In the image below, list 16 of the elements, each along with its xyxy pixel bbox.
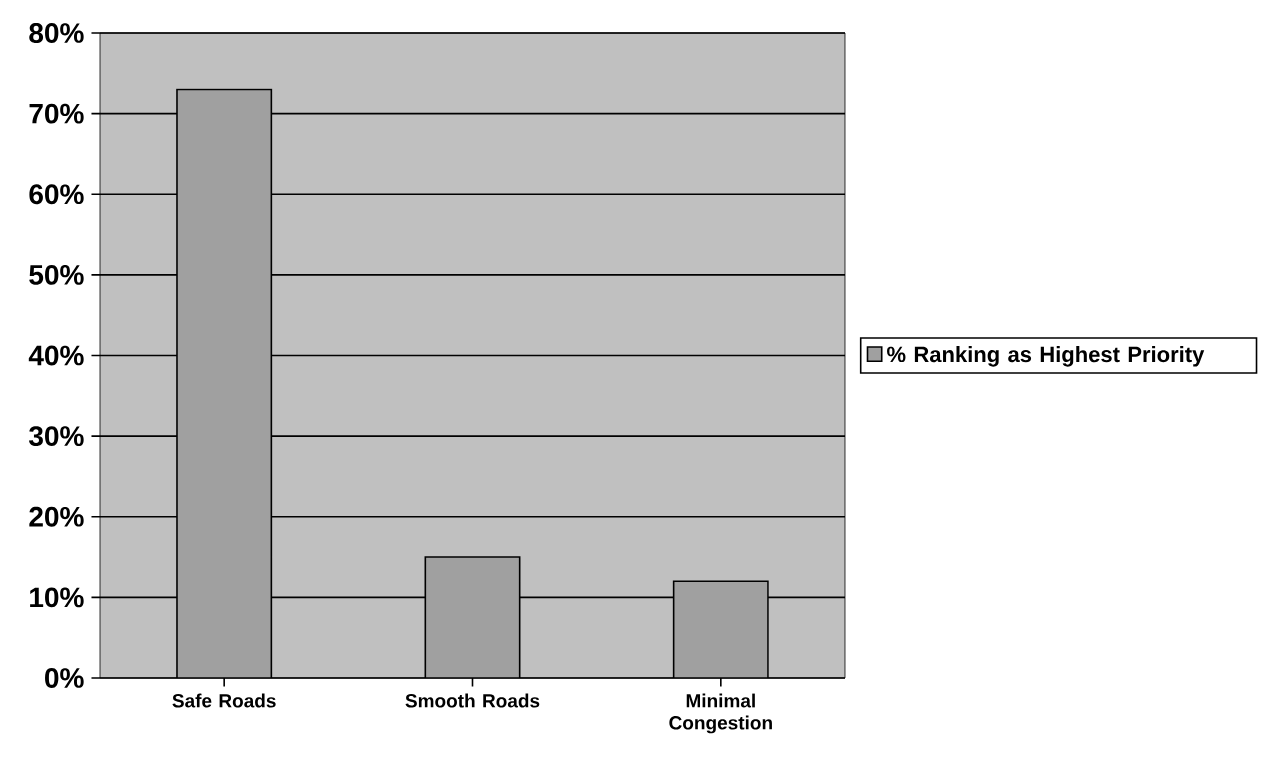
- x-tick-label: Safe Roads: [172, 693, 276, 708]
- y-tick-label: 20%: [29, 506, 84, 527]
- y-tick-label: 0%: [45, 668, 84, 688]
- y-tick-label: 30%: [29, 426, 84, 447]
- y-tick-label: 10%: [30, 587, 84, 608]
- y-tick-label: 60%: [29, 184, 84, 205]
- legend-label: % Ranking as Highest Priority: [887, 346, 1205, 367]
- x-tick-label: Minimal Congestion: [669, 693, 772, 734]
- bar: [672, 580, 769, 678]
- bar: [176, 88, 273, 678]
- y-tick-label: 50%: [29, 264, 84, 285]
- x-tick-label: Smooth Roads: [405, 693, 540, 708]
- y-tick-label: 80%: [29, 23, 84, 43]
- bar: [424, 556, 521, 678]
- y-tick-label: 70%: [29, 103, 84, 124]
- y-tick-label: 40%: [28, 345, 84, 366]
